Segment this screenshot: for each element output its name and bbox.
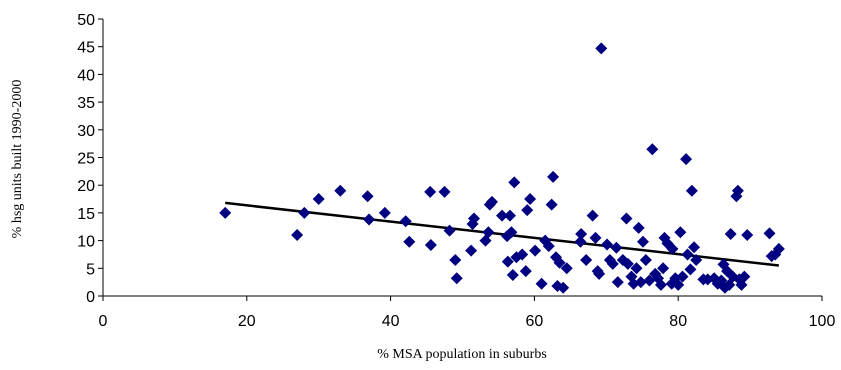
data-point [529, 244, 542, 257]
data-point [634, 276, 647, 289]
data-point [620, 212, 633, 225]
data-point [535, 277, 548, 290]
data-point [516, 248, 529, 261]
data-point [690, 253, 703, 266]
data-point [378, 206, 391, 219]
data-point [601, 238, 614, 251]
data-point [589, 231, 602, 244]
plot-area [102, 19, 822, 297]
x-tick-label: 80 [669, 313, 687, 330]
data-point [482, 226, 495, 239]
x-tick-label: 100 [809, 313, 836, 330]
y-tick-label: 30 [77, 123, 95, 140]
data-point [542, 240, 555, 253]
data-point [646, 143, 659, 156]
y-tick-label: 10 [77, 234, 95, 251]
data-point [632, 221, 645, 234]
data-point [672, 278, 685, 291]
data-point [666, 242, 679, 255]
data-point [685, 184, 698, 197]
data-point [763, 227, 776, 240]
axis-ticks: 0 5 10 15 20 25 30 35 40 45 50 0 20 40 60 80 100 [77, 12, 835, 330]
data-point [465, 244, 478, 257]
y-tick-label: 25 [77, 151, 95, 168]
data-point [621, 257, 634, 270]
data-point [363, 213, 376, 226]
x-tick-label: 60 [526, 313, 544, 330]
y-tick-label: 50 [77, 12, 95, 29]
data-point [291, 229, 304, 242]
data-point [443, 224, 456, 237]
y-tick-label: 5 [86, 261, 95, 278]
data-point [424, 185, 437, 198]
x-tick-label: 40 [382, 313, 400, 330]
data-point [595, 42, 608, 55]
data-point [524, 193, 537, 206]
data-point [403, 235, 416, 248]
data-point [586, 209, 599, 222]
x-axis-title: % MSA population in suburbs [377, 347, 547, 362]
data-point [630, 262, 643, 275]
data-point [643, 274, 656, 287]
data-point [399, 215, 412, 228]
x-tick-label: 0 [99, 313, 108, 330]
data-point [688, 241, 701, 254]
data-point [738, 270, 751, 283]
data-point [298, 206, 311, 219]
y-axis-title: % hsg units built 1990-2000 [10, 80, 25, 239]
data-point [681, 248, 694, 261]
data-point [724, 227, 737, 240]
data-point [639, 253, 652, 266]
data-point [506, 268, 519, 281]
data-point [741, 229, 754, 242]
data-point [674, 226, 687, 239]
y-tick-label: 40 [77, 67, 95, 84]
data-point [547, 170, 560, 183]
y-tick-label: 0 [86, 289, 95, 306]
data-point [545, 198, 558, 211]
data-point [606, 257, 619, 270]
data-point [505, 226, 518, 239]
data-point [334, 184, 347, 197]
data-points [219, 42, 785, 294]
data-point [361, 190, 374, 203]
data-point [593, 267, 606, 280]
data-point [772, 242, 785, 255]
y-tick-label: 20 [77, 178, 95, 195]
data-point [521, 204, 534, 217]
data-point [654, 278, 667, 291]
data-point [676, 270, 689, 283]
data-point [501, 255, 514, 268]
data-point [508, 176, 521, 189]
data-point [575, 227, 588, 240]
data-point [450, 272, 463, 285]
data-point [438, 185, 451, 198]
data-point [580, 253, 593, 266]
data-point [557, 281, 570, 294]
data-point [503, 209, 516, 222]
data-point [574, 235, 587, 248]
data-point [519, 265, 532, 278]
y-tick-label: 35 [77, 95, 95, 112]
data-point [657, 262, 670, 275]
y-tick-label: 45 [77, 40, 95, 57]
data-point [496, 209, 509, 222]
data-point [219, 206, 232, 219]
data-point [553, 256, 566, 269]
data-point [468, 212, 481, 225]
data-point [636, 235, 649, 248]
y-tick-label: 15 [77, 206, 95, 223]
data-point [449, 253, 462, 266]
data-point [485, 195, 498, 208]
data-point [611, 276, 624, 289]
data-point [610, 241, 623, 254]
x-tick-label: 20 [238, 313, 256, 330]
data-point [680, 153, 693, 166]
data-point [731, 184, 744, 197]
data-point [684, 263, 697, 276]
data-point [312, 193, 325, 206]
data-point [560, 262, 573, 275]
data-point [424, 239, 437, 252]
